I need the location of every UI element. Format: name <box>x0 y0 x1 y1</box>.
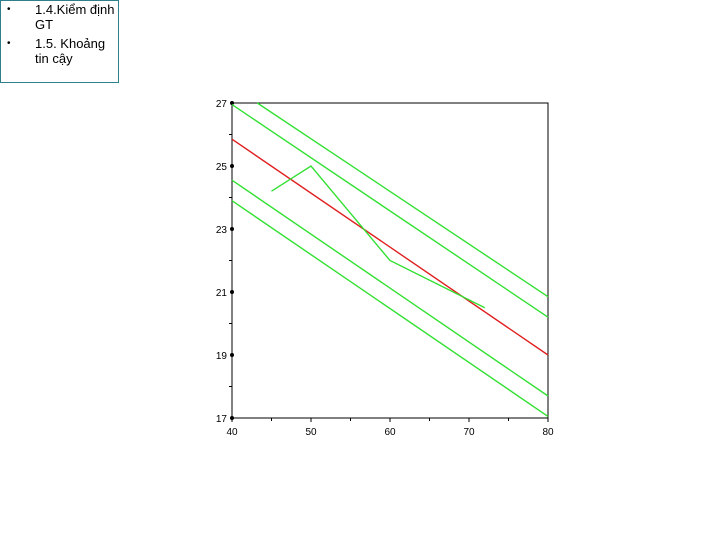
x-tick-label: 80 <box>542 427 554 438</box>
y-tick-label: 23 <box>216 225 228 236</box>
x-tick-label: 40 <box>226 427 238 438</box>
bullet-icon: • <box>7 38 11 49</box>
y-tick-label: 17 <box>216 414 228 425</box>
y-tick-label: 25 <box>216 162 228 173</box>
series-lower-band-inner <box>231 179 549 397</box>
x-tick-label: 70 <box>463 427 475 438</box>
nav-item-khoang-tin-cay[interactable]: • 1.5. Khoảng tin cậy <box>1 35 117 66</box>
bullet-icon: • <box>7 4 11 15</box>
x-tick-label: 50 <box>305 427 317 438</box>
nav-panel: • 1.4.Kiểm định GT • 1.5. Khoảng tin cậy <box>0 0 119 83</box>
series-upper-band-outer <box>256 102 549 298</box>
y-tick-mark <box>230 353 234 357</box>
nav-item-label: 1.4.Kiểm định GT <box>35 2 115 32</box>
nav-item-kiem-dinh[interactable]: • 1.4.Kiểm định GT <box>1 1 117 32</box>
series-observed <box>271 165 486 309</box>
y-tick-mark <box>230 227 234 231</box>
y-tick-label: 27 <box>216 99 228 110</box>
y-tick-label: 19 <box>216 351 228 362</box>
series-lower-band-outer <box>231 200 549 417</box>
y-tick-label: 21 <box>216 288 228 299</box>
y-tick-mark <box>230 101 234 105</box>
nav-list: • 1.4.Kiểm định GT • 1.5. Khoảng tin cậy <box>1 1 118 66</box>
series-upper-band-inner <box>231 104 549 318</box>
y-tick-mark <box>230 290 234 294</box>
series-regression <box>231 138 549 356</box>
nav-item-label: 1.5. Khoảng tin cậy <box>35 36 106 66</box>
y-tick-mark <box>230 164 234 168</box>
x-tick-label: 60 <box>384 427 396 438</box>
y-tick-mark <box>230 416 234 420</box>
